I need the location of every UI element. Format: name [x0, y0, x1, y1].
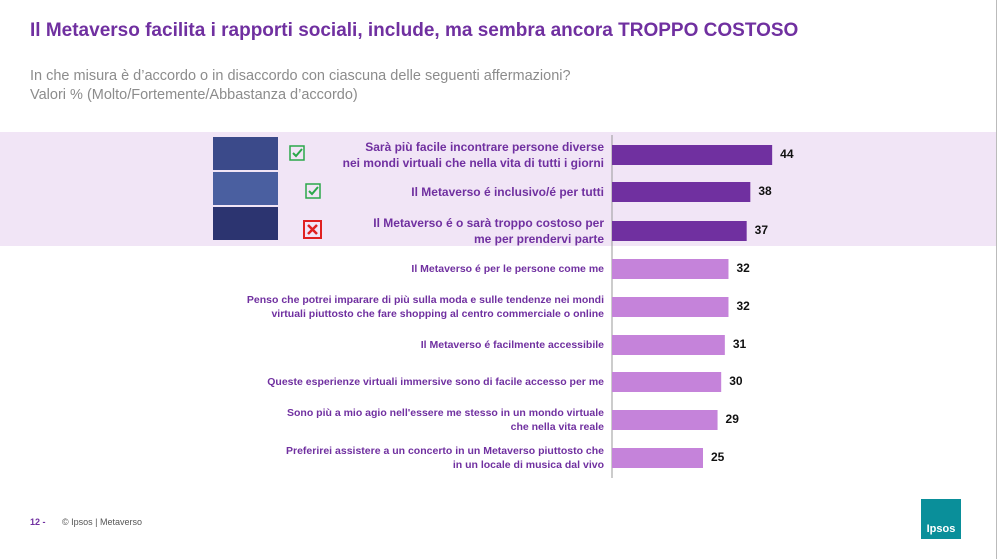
category-label: Sarà più facile incontrare persone diver… — [342, 140, 604, 170]
bar — [612, 297, 729, 317]
subtitle: In che misura è d’accordo o in disaccord… — [30, 68, 571, 84]
bar — [612, 259, 729, 279]
highlight-band — [0, 132, 996, 246]
bar — [612, 448, 703, 468]
category-label: Il Metaverso é facilmente accessibile — [420, 339, 604, 351]
category-label: Il Metaverso é per le persone come me — [411, 263, 604, 275]
bar — [612, 221, 747, 241]
category-label: Preferirei assistere a un concerto in un… — [285, 445, 604, 471]
footer-source: © Ipsos | Metaverso — [62, 517, 142, 527]
image — [213, 172, 278, 205]
bar — [612, 410, 718, 430]
value-label: 32 — [736, 261, 750, 275]
value-label: 31 — [733, 337, 747, 351]
bar — [612, 335, 725, 355]
category-label: Queste esperienze virtuali immersive son… — [267, 376, 604, 388]
title: Il Metaverso facilita i rapporti sociali… — [30, 20, 799, 41]
bar — [612, 372, 722, 392]
check-icon — [305, 183, 321, 199]
category-label: Il Metaverso é inclusivo/é per tutti — [411, 185, 604, 199]
subtitle: Valori % (Molto/Fortemente/Abbastanza d’… — [30, 87, 358, 103]
cross-icon — [303, 220, 322, 239]
check-icon — [289, 145, 305, 161]
category-label: Penso che potrei imparare di più sulla m… — [246, 294, 604, 320]
value-label: 30 — [729, 374, 743, 388]
page-number: 12 - — [30, 517, 46, 527]
value-label: 38 — [758, 184, 772, 198]
image — [213, 207, 278, 240]
value-label: 25 — [711, 450, 725, 464]
value-label: 29 — [726, 412, 740, 426]
category-label: Il Metaverso é o sarà troppo costoso per… — [373, 216, 604, 246]
value-label: 32 — [736, 299, 750, 313]
bar — [612, 145, 773, 165]
image — [213, 137, 278, 170]
category-label: Sono più a mio agio nell'essere me stess… — [287, 407, 604, 433]
value-label: 37 — [755, 223, 769, 237]
logo: Ipsos — [921, 499, 961, 539]
bar — [612, 182, 751, 202]
value-label: 44 — [780, 147, 794, 161]
